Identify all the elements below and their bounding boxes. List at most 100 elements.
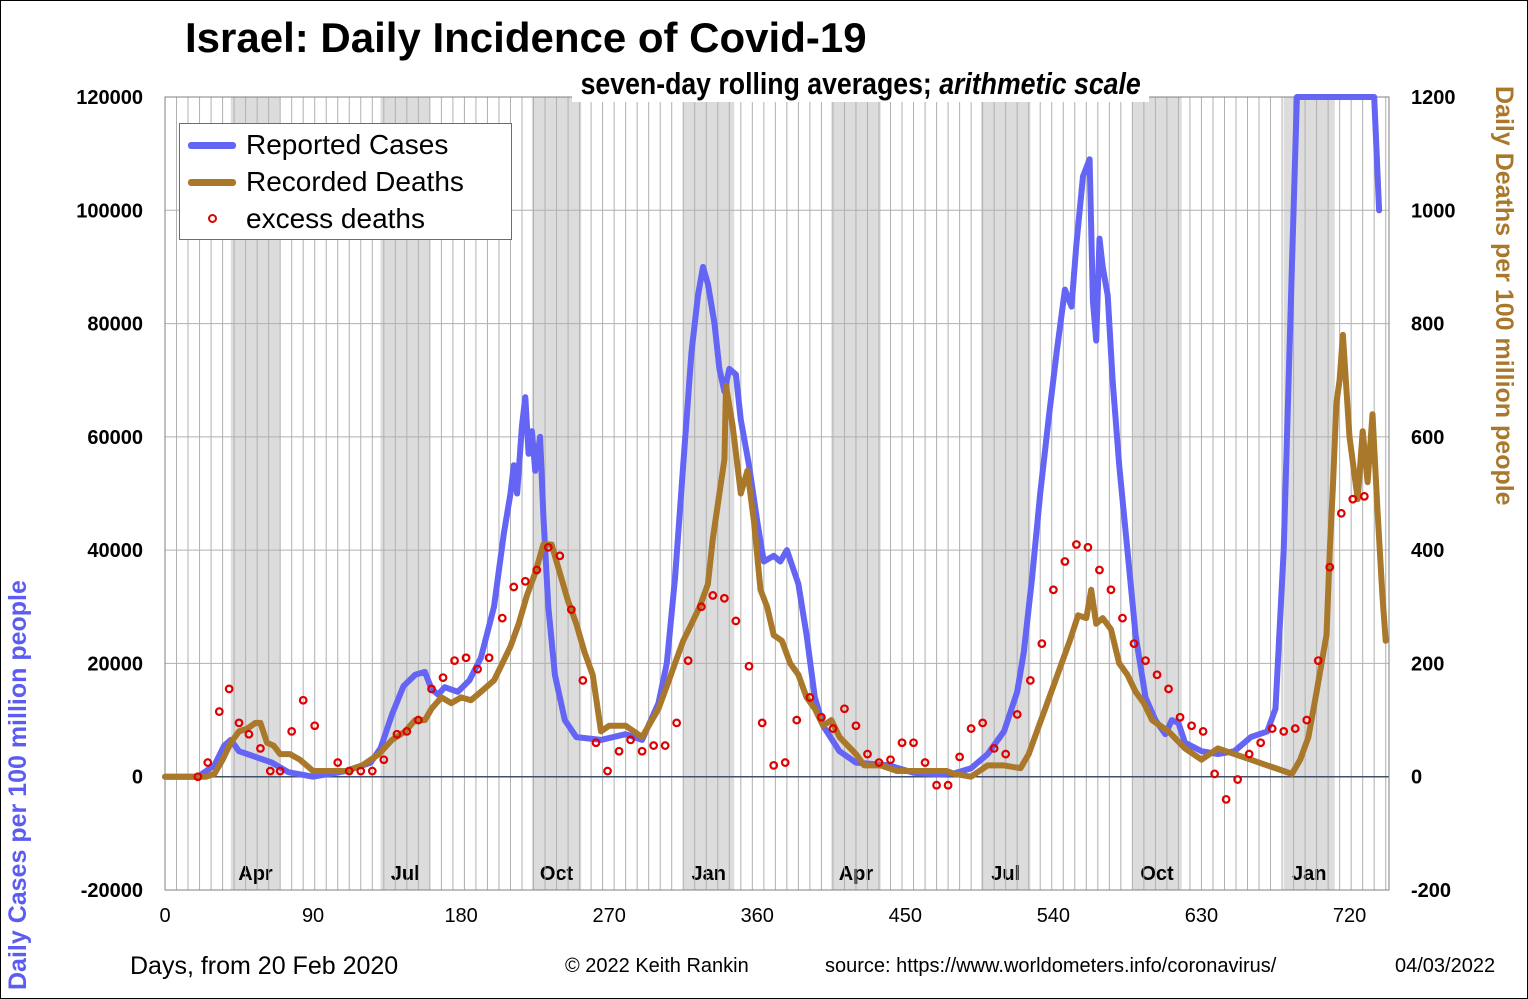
excess-death-point — [614, 746, 624, 756]
excess-death-point — [660, 741, 670, 750]
source-text: source: https://www.worldometers.info/co… — [825, 955, 1277, 977]
legend-item-excess: excess deaths — [188, 201, 425, 237]
excess-death-point — [461, 653, 471, 663]
excess-death-point — [509, 582, 519, 592]
excess-death-point — [1083, 542, 1093, 552]
excess-death-point — [1141, 656, 1150, 665]
excess-death-point — [1302, 715, 1312, 725]
excess-death-point — [566, 605, 576, 615]
excess-death-point — [1210, 769, 1220, 779]
date-text: 04/03/2022 — [1395, 955, 1496, 977]
excess-death-point — [543, 542, 553, 552]
x-tick-label: 90 — [302, 905, 324, 927]
excess-death-point — [413, 715, 423, 725]
x-tick-label: 180 — [444, 905, 477, 927]
month-band — [683, 97, 735, 890]
excess-death-point — [649, 741, 659, 750]
excess-death-point — [792, 715, 802, 725]
excess-death-point — [1048, 585, 1058, 595]
excess-death-point — [780, 758, 790, 767]
x-tick-label: 720 — [1333, 905, 1366, 927]
month-label: Jan — [1292, 863, 1326, 885]
subtitle-italic: arithmetic scale — [939, 66, 1141, 101]
excess-death-point — [1325, 562, 1335, 572]
y-tick-label-right: 400 — [1411, 540, 1444, 562]
excess-death-point — [1267, 724, 1277, 733]
excess-death-point — [731, 616, 741, 626]
excess-death-point — [1279, 727, 1289, 736]
excess-death-point — [591, 738, 601, 748]
excess-death-point — [683, 656, 693, 665]
excess-deaths-markers — [193, 491, 1369, 804]
excess-death-point — [379, 755, 389, 765]
excess-death-point — [298, 695, 308, 705]
y-axis-label-right: Daily Deaths per 100 million people — [1490, 86, 1518, 506]
excess-death-point — [897, 738, 907, 748]
chart-subtitle: seven-day rolling averages; arithmetic s… — [572, 66, 1150, 102]
x-tick-label: 630 — [1185, 905, 1218, 927]
excess-death-point — [532, 565, 542, 575]
excess-death-point — [203, 758, 213, 767]
excess-death-point — [757, 718, 767, 728]
legend-label-deaths: Recorded Deaths — [246, 166, 464, 197]
excess-death-point — [1221, 794, 1231, 804]
excess-death-point — [1152, 670, 1162, 680]
excess-death-point — [828, 724, 838, 733]
excess-death-point — [344, 766, 354, 776]
excess-death-point — [1187, 721, 1196, 731]
copyright-text: © 2022 Keith Rankin — [565, 955, 749, 977]
excess-death-point — [1198, 727, 1208, 736]
excess-death-point — [978, 718, 988, 728]
excess-death-point — [920, 758, 930, 767]
excess-death-point — [484, 653, 494, 663]
excess-death-point — [1336, 508, 1346, 518]
excess-death-point — [234, 718, 244, 728]
y-tick-label-left: -20000 — [81, 880, 143, 902]
x-tick-label: 270 — [593, 905, 626, 927]
legend-item-deaths: Recorded Deaths — [188, 164, 464, 200]
excess-death-point — [744, 661, 754, 671]
excess-death-point — [214, 707, 224, 716]
excess-death-point — [287, 727, 297, 736]
excess-death-point — [696, 602, 706, 612]
chart-title: Israel: Daily Incidence of Covid-19 — [185, 14, 867, 61]
excess-death-point — [193, 772, 203, 782]
excess-death-point — [256, 743, 265, 753]
excess-death-point — [874, 758, 884, 767]
excess-death-point — [450, 656, 459, 665]
excess-death-point — [840, 704, 849, 714]
excess-death-point — [1012, 710, 1022, 719]
y-tick-label-left: 0 — [132, 767, 143, 789]
excess-death-point — [1025, 676, 1035, 685]
cases-swatch — [188, 141, 236, 149]
y-tick-label-right: 200 — [1411, 653, 1444, 675]
excess-death-point — [1129, 639, 1139, 649]
x-tick-label: 0 — [159, 905, 170, 927]
y-tick-label-right: 1200 — [1411, 87, 1456, 109]
excess-death-point — [719, 593, 729, 603]
excess-death-point — [932, 780, 941, 790]
excess-death-point — [1233, 775, 1243, 784]
excess-death-point — [402, 727, 412, 736]
y-tick-label-right: 600 — [1411, 427, 1444, 449]
excess-death-point — [672, 718, 682, 728]
excess-death-point — [769, 760, 779, 770]
excess-death-point — [1072, 540, 1081, 549]
excess-death-point — [438, 673, 448, 682]
excess-marker-icon — [188, 210, 236, 228]
deaths-swatch — [188, 178, 236, 186]
x-axis-label: Days, from 20 Feb 2020 — [130, 952, 399, 980]
excess-death-point — [367, 766, 377, 776]
excess-death-point — [224, 684, 234, 694]
excess-death-point — [817, 712, 826, 722]
excess-death-point — [356, 766, 366, 776]
excess-death-point — [863, 749, 872, 759]
excess-death-point — [310, 721, 320, 731]
excess-death-point — [989, 743, 999, 753]
excess-death-point — [955, 752, 965, 762]
excess-death-point — [1313, 656, 1323, 665]
y-tick-label-left: 40000 — [87, 540, 143, 562]
excess-death-point — [805, 693, 815, 702]
excess-death-point — [427, 684, 436, 694]
